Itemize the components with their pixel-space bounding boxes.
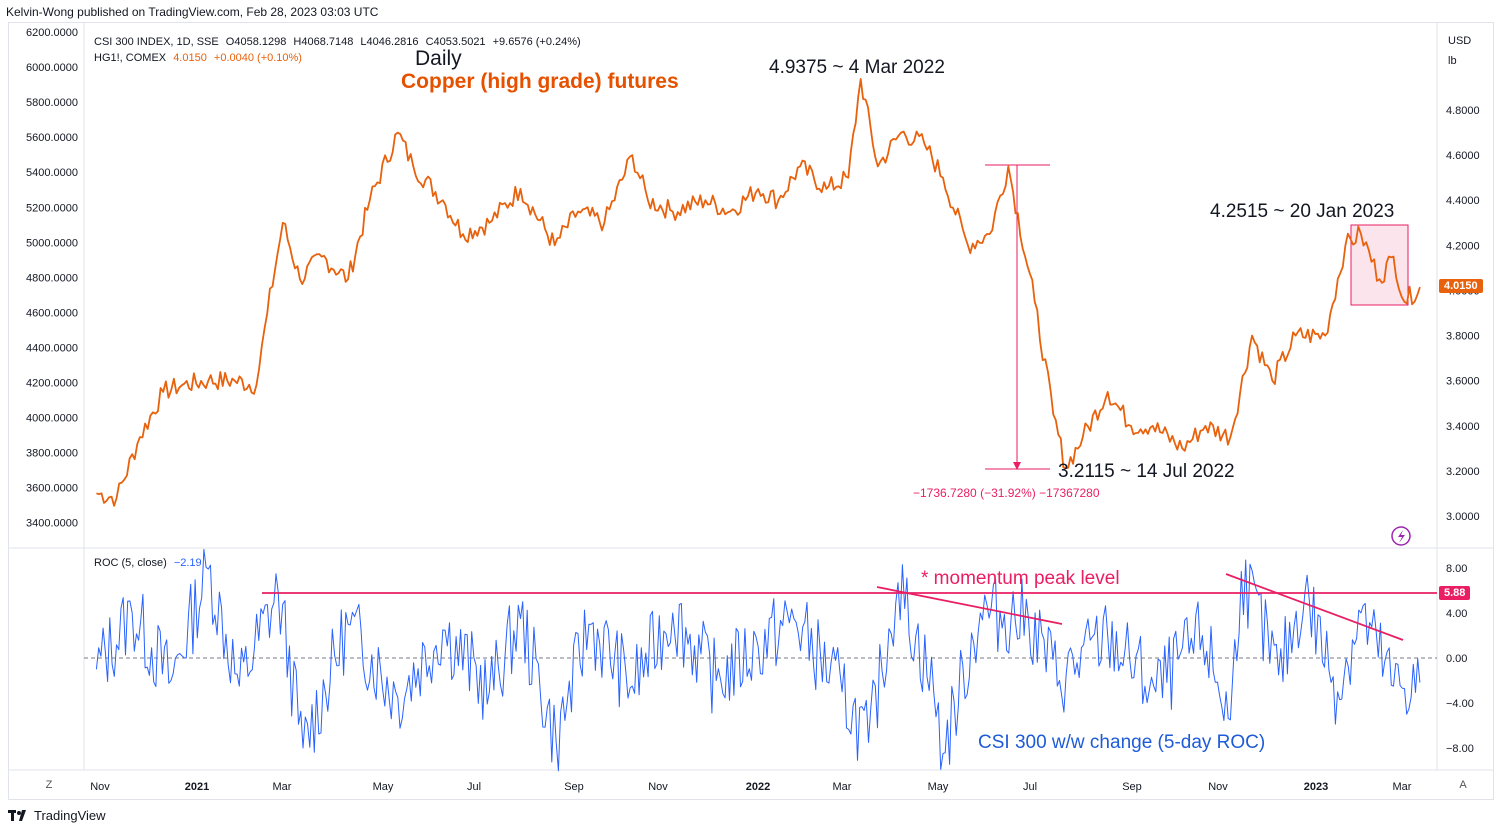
- unit-label: lb: [1448, 55, 1457, 67]
- legend-csi-low: L4046.2816: [360, 36, 419, 48]
- copper-price-line: [96, 78, 1421, 507]
- legend-roc-value: −2.19: [173, 557, 202, 569]
- momentum-label: * momentum peak level: [921, 568, 1120, 589]
- legend-roc: ROC (5, close) −2.19: [94, 557, 202, 569]
- x-axis-label: Jul: [1023, 781, 1037, 793]
- right-axis-label: 3.4000: [1446, 421, 1480, 433]
- left-axis-label: 6000.0000: [26, 62, 78, 74]
- trendline-2: [1225, 573, 1404, 641]
- tradingview-logo-icon: [8, 809, 26, 821]
- right-axis-label: 3.0000: [1446, 511, 1480, 523]
- right-axis-label: 4.4000: [1446, 195, 1480, 207]
- left-axis-label: 3800.0000: [26, 448, 78, 460]
- measure-tool: [985, 164, 1050, 470]
- left-axis-label: 4200.0000: [26, 378, 78, 390]
- x-axis-label: Sep: [564, 781, 584, 793]
- left-axis-label: 4400.0000: [26, 342, 78, 354]
- right-axis-label: 4.6000: [1446, 150, 1480, 162]
- legend-csi: CSI 300 INDEX, 1D, SSE O4058.1298 H4068.…: [94, 36, 581, 48]
- roc-axis-label: 4.00: [1446, 608, 1467, 620]
- legend-hg: HG1!, COMEX 4.0150 +0.0040 (+0.10%): [94, 52, 302, 64]
- roc-axis-label: 8.00: [1446, 563, 1467, 575]
- publisher-line: Kelvin-Wong published on TradingView.com…: [6, 5, 379, 19]
- legend-csi-close: C4053.5021: [425, 36, 486, 48]
- legend-hg-change: +0.0040 (+0.10%): [213, 52, 302, 64]
- roc-axis-label: −4.00: [1446, 698, 1474, 710]
- x-axis-label: Jul: [467, 781, 481, 793]
- x-axis-label: May: [928, 781, 949, 793]
- legend-hg-price: 4.0150: [173, 52, 207, 64]
- right-axis-label: 4.8000: [1446, 105, 1480, 117]
- left-axis-label: 4800.0000: [26, 272, 78, 284]
- x-axis-label: 2023: [1304, 781, 1328, 793]
- legend-roc-name: ROC (5, close): [94, 557, 167, 569]
- left-axis-label: 5600.0000: [26, 132, 78, 144]
- footer-brand[interactable]: TradingView: [8, 808, 106, 823]
- low-label: 3.2115 ~ 14 Jul 2022: [1058, 461, 1235, 482]
- trendline-1: [876, 586, 1063, 625]
- left-axis-label: 5400.0000: [26, 167, 78, 179]
- legend-csi-change: +9.6576 (+0.24%): [492, 36, 581, 48]
- x-axis-label: May: [373, 781, 394, 793]
- legend-hg-name: HG1!, COMEX: [94, 52, 167, 64]
- peak-label: 4.9375 ~ 4 Mar 2022: [769, 57, 945, 78]
- legend-csi-name: CSI 300 INDEX, 1D, SSE: [94, 36, 219, 48]
- roc-line: [95, 548, 1421, 772]
- legend-csi-high: H4068.7148: [293, 36, 354, 48]
- left-axis-label: 3600.0000: [26, 483, 78, 495]
- chart-frame: [8, 22, 1494, 800]
- high-2023-label: 4.2515 ~ 20 Jan 2023: [1210, 201, 1395, 222]
- x-axis-label: Nov: [1208, 781, 1228, 793]
- x-axis-label: Mar: [1393, 781, 1412, 793]
- right-axis-label: 3.2000: [1446, 466, 1480, 478]
- left-axis-label: 4000.0000: [26, 413, 78, 425]
- x-axis-label: Nov: [648, 781, 668, 793]
- recent-high-box: [1350, 224, 1409, 306]
- measure-label: −1736.7280 (−31.92%) −17367280: [913, 486, 1100, 500]
- right-axis-label: 4.2000: [1446, 240, 1480, 252]
- x-axis-label: Mar: [833, 781, 852, 793]
- x-axis-label: 2022: [746, 781, 770, 793]
- x-axis-label: 2021: [185, 781, 209, 793]
- right-axis-label: 3.6000: [1446, 376, 1480, 388]
- lightning-icon[interactable]: [1391, 526, 1411, 546]
- left-axis-label: 5800.0000: [26, 97, 78, 109]
- roc-caption: CSI 300 w/w change (5-day ROC): [978, 732, 1266, 753]
- legend-csi-open: O4058.1298: [225, 36, 287, 48]
- auto-scale-button[interactable]: A: [1459, 779, 1467, 791]
- left-axis-label: 4600.0000: [26, 307, 78, 319]
- currency-label: USD: [1448, 35, 1472, 47]
- roc-level-tag: 5.88: [1439, 586, 1471, 600]
- x-axis-label: Mar: [273, 781, 292, 793]
- left-axis-label: 5200.0000: [26, 202, 78, 214]
- left-axis-label: 6200.0000: [26, 27, 78, 39]
- roc-axis-label: 0.00: [1446, 653, 1467, 665]
- left-axis-label: 3400.0000: [26, 518, 78, 530]
- footer-brand-text: TradingView: [34, 808, 106, 823]
- daily-label: Daily: [415, 47, 462, 70]
- log-scale-button[interactable]: Z: [45, 779, 53, 791]
- roc-axis-label: −8.00: [1446, 743, 1474, 755]
- copper-title: Copper (high grade) futures: [401, 70, 679, 93]
- right-axis-label: 3.8000: [1446, 331, 1480, 343]
- left-axis-label: 5000.0000: [26, 237, 78, 249]
- x-axis-label: Sep: [1122, 781, 1142, 793]
- x-axis-label: Nov: [90, 781, 110, 793]
- copper-price-tag: 4.0150: [1439, 279, 1483, 293]
